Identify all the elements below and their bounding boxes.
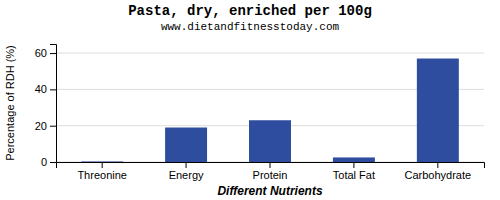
title: Pasta, dry, enriched per 100g: [128, 3, 372, 19]
grid-line: [56, 53, 484, 54]
bar: [165, 128, 207, 162]
y-axis: 0 20 40 60: [35, 45, 57, 169]
bar: [333, 157, 375, 162]
grid: [56, 53, 484, 162]
tick-label: 20: [35, 120, 47, 132]
tick: Carbohydrate: [405, 162, 472, 181]
tick-mark: [102, 162, 103, 168]
tick-label: 40: [35, 83, 47, 95]
tick: Threonine: [77, 162, 127, 181]
tick-label: Threonine: [77, 169, 127, 181]
tick-label: Carbohydrate: [405, 169, 472, 181]
tick: 20: [35, 120, 56, 132]
tick-mark: [353, 162, 354, 168]
tick-mark: [186, 162, 187, 168]
subtitle: www.dietandfitnesstoday.com: [161, 21, 340, 33]
y-axis-title: Percentage of RDH (%): [4, 45, 16, 161]
tick-label: Total Fat: [333, 169, 375, 181]
tick-mark: [50, 162, 56, 163]
tick-mark: [50, 53, 56, 54]
tick-label: 60: [35, 47, 47, 59]
tick-label: Protein: [253, 169, 288, 181]
bar: [417, 59, 459, 162]
chart: Pasta, dry, enriched per 100g www.dietand…: [0, 0, 500, 200]
tick: Total Fat: [333, 162, 375, 181]
axis-domain: [50, 45, 57, 163]
tick-mark: [50, 126, 56, 127]
tick-mark: [50, 89, 56, 90]
axis-domain: [57, 163, 485, 169]
tick: 0: [41, 156, 56, 168]
tick-label: Energy: [169, 169, 204, 181]
plot: Threonine Energy Protein Total Fat Carbohydr…: [35, 45, 485, 181]
tick: 40: [35, 83, 56, 95]
tick: Energy: [169, 162, 204, 181]
x-axis: Threonine Energy Protein Total Fat Carbohydr…: [57, 162, 485, 181]
tick-mark: [437, 162, 438, 168]
tick: Protein: [253, 162, 288, 181]
tick: 60: [35, 47, 56, 59]
bars: [81, 59, 459, 162]
x-axis-title: Different Nutrients: [217, 184, 322, 198]
tick-mark: [270, 162, 271, 168]
tick-label: 0: [41, 156, 47, 168]
bar: [81, 161, 123, 162]
bar: [249, 120, 291, 162]
